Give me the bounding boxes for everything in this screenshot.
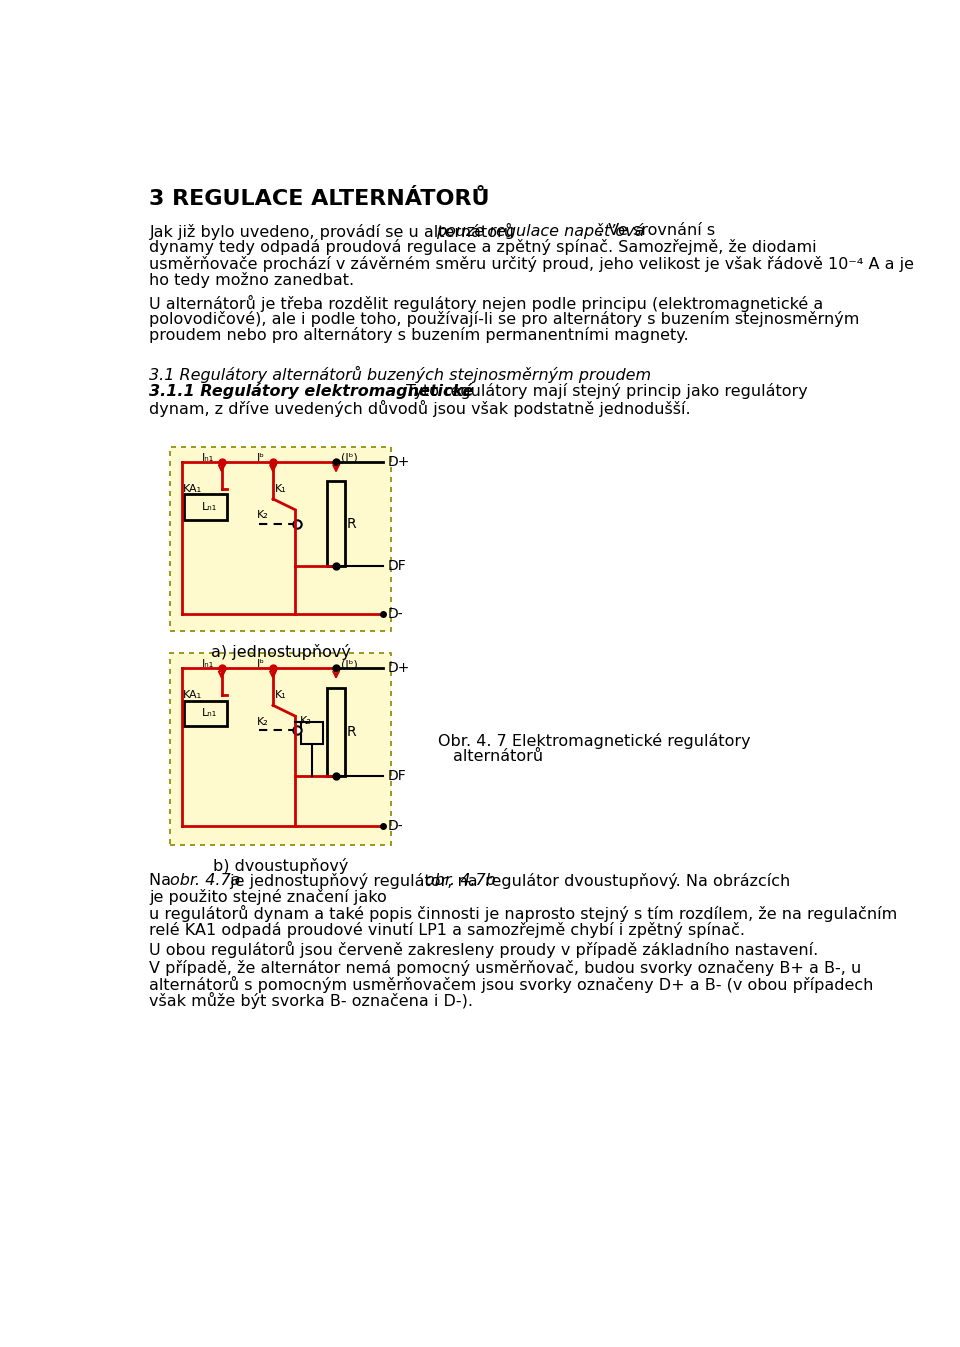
Bar [170, 447, 392, 632]
Text: však může být svorka B- označena i D-).: však může být svorka B- označena i D-). [150, 993, 473, 1009]
Bar [327, 481, 345, 566]
Text: b) dvoustupňový: b) dvoustupňový [213, 858, 348, 874]
Text: Iᵇ: Iᵇ [257, 659, 265, 669]
Text: u regulátorů dynam a také popis činnosti je naprosto stejný s tím rozdílem, že n: u regulátorů dynam a také popis činnosti… [150, 905, 898, 923]
Text: obr. 4.7b: obr. 4.7b [424, 873, 495, 888]
Text: 3 REGULACE ALTERNÁTORŮ: 3 REGULACE ALTERNÁTORŮ [150, 189, 490, 209]
Text: Lₙ₁: Lₙ₁ [202, 709, 217, 718]
Text: Na: Na [150, 873, 177, 888]
Text: Jak již bylo uvedeno, provádí se u alternátorů: Jak již bylo uvedeno, provádí se u alter… [150, 224, 519, 240]
Text: KA₁: KA₁ [183, 484, 203, 493]
Text: K₃: K₃ [300, 717, 312, 726]
Text: K₂: K₂ [257, 717, 269, 727]
Bar [170, 653, 392, 846]
Text: KA₁: KA₁ [183, 690, 203, 700]
Text: R: R [347, 516, 357, 531]
Text: Obr. 4. 7 Elektromagnetické regulátory: Obr. 4. 7 Elektromagnetické regulátory [438, 734, 751, 749]
Text: relé KA1 odpadá proudové vinutí LP1 a samozřejmě chybí i zpětný spínač.: relé KA1 odpadá proudové vinutí LP1 a sa… [150, 921, 746, 938]
Text: je použito stejné značení jako: je použito stejné značení jako [150, 889, 387, 905]
Bar [183, 700, 228, 726]
Text: proudem nebo pro alternátory s buzením permanentními magnety.: proudem nebo pro alternátory s buzením p… [150, 327, 689, 343]
Text: alternátorů: alternátorů [453, 749, 543, 764]
Text: D+: D+ [387, 661, 410, 675]
Text: (Iᵇ): (Iᵇ) [341, 659, 357, 669]
Text: U alternátorů je třeba rozdělit regulátory nejen podle principu (elektromagnetic: U alternátorů je třeba rozdělit reguláto… [150, 295, 824, 313]
Text: U obou regulátorů jsou červeně zakresleny proudy v případě základního nastavení.: U obou regulátorů jsou červeně zakreslen… [150, 942, 819, 958]
Text: D-: D- [387, 819, 403, 834]
Text: dynam, z dříve uvedených důvodů jsou však podstatně jednodušší.: dynam, z dříve uvedených důvodů jsou vša… [150, 400, 691, 416]
Text: regulátor dvoustupňový. Na obrázcích: regulátor dvoustupňový. Na obrázcích [480, 873, 790, 889]
Text: DF: DF [387, 769, 406, 783]
Text: (Iᵇ): (Iᵇ) [341, 453, 357, 463]
Text: K₁: K₁ [275, 484, 286, 493]
Text: dynamy tedy odpadá proudová regulace a zpětný spínač. Samozřejmě, že diodami: dynamy tedy odpadá proudová regulace a z… [150, 240, 817, 256]
Text: pouze regulace napět’ová: pouze regulace napět’ová [436, 224, 645, 240]
Text: DF: DF [387, 559, 406, 572]
Text: usměrňovače prochází v závěrném směru určitý proud, jeho velikost je však řádově: usměrňovače prochází v závěrném směru ur… [150, 256, 915, 272]
Text: Tyto regulátory mají stejný princip jako regulátory: Tyto regulátory mají stejný princip jako… [401, 384, 807, 400]
Text: V případě, že alternátor nemá pomocný usměrňovač, budou svorky označeny B+ a B-,: V případě, že alternátor nemá pomocný us… [150, 960, 862, 977]
Text: je jednostupňový regulátor, na: je jednostupňový regulátor, na [225, 873, 483, 889]
Text: 3.1 Regulátory alternátorů buzených stejnosměrným proudem: 3.1 Regulátory alternátorů buzených stej… [150, 366, 652, 384]
Text: Iₙ₁: Iₙ₁ [202, 659, 214, 669]
Text: Iₙ₁: Iₙ₁ [202, 453, 214, 463]
Text: obr. 4.7a: obr. 4.7a [171, 873, 241, 888]
Text: Iᵇ: Iᵇ [257, 453, 265, 463]
Text: D+: D+ [387, 455, 410, 469]
Text: polovodičové), ale i podle toho, používají-li se pro alternátory s buzením stejn: polovodičové), ale i podle toho, používa… [150, 311, 860, 327]
Text: K₁: K₁ [275, 690, 286, 700]
Text: D-: D- [387, 607, 403, 621]
Bar [183, 494, 228, 520]
Bar [327, 687, 345, 776]
Text: a) jednostupňový: a) jednostupňový [211, 644, 350, 660]
Text: Lₙ₁: Lₙ₁ [202, 502, 217, 512]
Text: ho tedy možno zanedbat.: ho tedy možno zanedbat. [150, 272, 354, 288]
Bar [301, 722, 323, 744]
Text: . Ve srovnání s: . Ve srovnání s [598, 224, 715, 238]
Text: R: R [347, 725, 357, 738]
Text: alternátorů s pomocným usměrňovačem jsou svorky označeny D+ a B- (v obou případe: alternátorů s pomocným usměrňovačem jsou… [150, 977, 874, 993]
Text: 3.1.1 Regulátory elektromagnetické: 3.1.1 Regulátory elektromagnetické [150, 384, 474, 400]
Text: K₂: K₂ [257, 511, 269, 520]
